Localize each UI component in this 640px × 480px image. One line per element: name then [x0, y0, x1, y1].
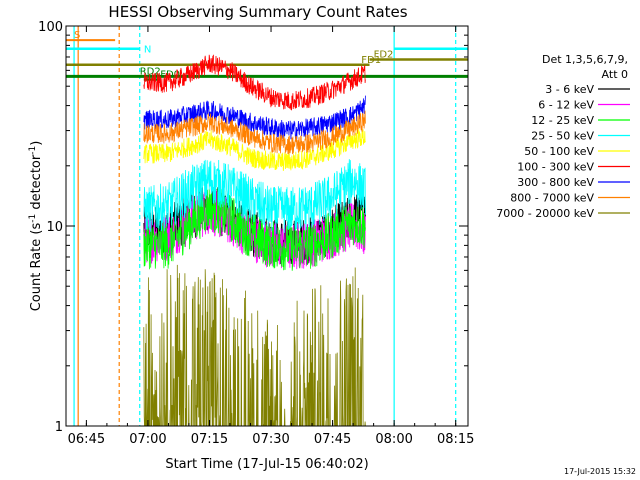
annotation-label: S — [74, 30, 80, 41]
x-tick-label: 07:15 — [191, 432, 228, 447]
y-axis-label-sup1: -1 — [28, 214, 38, 223]
series-line — [143, 128, 366, 171]
x-ticks: 06:45 07:00 07:15 07:30 07:45 08:00 08:15 — [68, 26, 474, 447]
series-line — [143, 110, 366, 155]
series-line — [143, 54, 366, 111]
legend-label: 6 - 12 keV — [538, 99, 594, 112]
y-axis-label: Count Rate (s-1 detector-1) — [28, 141, 44, 312]
legend-label: 100 - 300 keV — [517, 161, 594, 174]
series-line — [143, 159, 366, 235]
legend: Det 1,3,5,6,7,9, Att 0 3 - 6 keV 6 - 12 k… — [496, 53, 630, 220]
y-tick-label: 100 — [38, 20, 63, 35]
y-tick-label: 10 — [46, 220, 63, 235]
x-tick-label: 07:45 — [314, 432, 351, 447]
x-axis-label: Start Time (17-Jul-15 06:40:02) — [165, 457, 368, 472]
series-line — [143, 264, 366, 427]
legend-label: 3 - 6 keV — [545, 83, 594, 96]
legend-label: 800 - 7000 keV — [510, 192, 594, 205]
y-axis-label-mid: detector — [29, 154, 44, 214]
legend-label: 300 - 800 keV — [517, 176, 594, 189]
timestamp: 17-Jul-2015 15:32 — [564, 467, 636, 476]
x-tick-label: 06:45 — [68, 432, 105, 447]
x-tick-label: 08:15 — [437, 432, 474, 447]
legend-label: 12 - 25 keV — [531, 114, 594, 127]
annotation-label: N — [144, 45, 151, 56]
legend-label: 25 - 50 keV — [531, 130, 594, 143]
y-axis-label-main: Count Rate (s — [29, 223, 44, 312]
legend-header-1: Det 1,3,5,6,7,9, — [542, 53, 628, 66]
legend-header-2: Att 0 — [602, 68, 628, 81]
annotation-label: RD2 — [140, 66, 161, 77]
legend-label: 7000 - 20000 keV — [496, 207, 594, 220]
chart-title: HESSI Observing Summary Count Rates — [108, 3, 407, 21]
x-tick-label: 07:30 — [252, 432, 289, 447]
y-axis-label-end: ) — [29, 141, 44, 146]
y-tick-label: 1 — [55, 420, 63, 435]
series-line — [143, 95, 366, 140]
x-tick-label: 08:00 — [375, 432, 412, 447]
series-group — [143, 54, 366, 427]
annotation-label: FD2 — [374, 49, 394, 60]
x-tick-label: 07:00 — [129, 432, 166, 447]
legend-label: 50 - 100 keV — [524, 145, 594, 158]
y-ticks: 1 10 100 — [38, 20, 468, 435]
series-line — [143, 188, 366, 271]
y-axis-label-sup2: -1 — [28, 146, 38, 155]
